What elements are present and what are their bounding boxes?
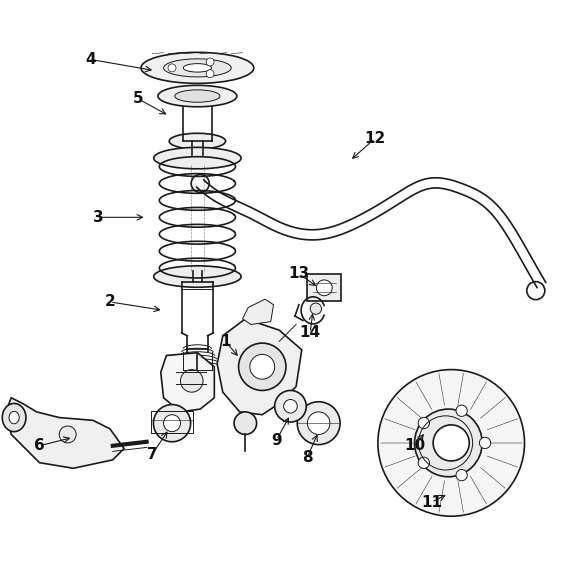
Circle shape xyxy=(456,405,468,416)
Ellipse shape xyxy=(183,64,212,72)
Text: 12: 12 xyxy=(364,131,386,146)
Circle shape xyxy=(59,426,76,443)
Text: 2: 2 xyxy=(104,295,116,310)
Circle shape xyxy=(310,303,321,314)
Circle shape xyxy=(297,402,340,445)
Circle shape xyxy=(479,437,491,449)
FancyBboxPatch shape xyxy=(307,274,341,302)
Polygon shape xyxy=(217,319,302,415)
Circle shape xyxy=(415,409,482,477)
Ellipse shape xyxy=(180,369,203,392)
Circle shape xyxy=(153,405,191,442)
Ellipse shape xyxy=(153,148,241,169)
Circle shape xyxy=(456,470,468,481)
Ellipse shape xyxy=(158,86,237,107)
Circle shape xyxy=(191,174,209,193)
Circle shape xyxy=(164,415,180,431)
Text: 5: 5 xyxy=(133,91,143,107)
Text: 14: 14 xyxy=(299,325,321,340)
Polygon shape xyxy=(161,353,214,412)
Text: 7: 7 xyxy=(147,447,157,462)
Text: 8: 8 xyxy=(302,450,312,465)
Polygon shape xyxy=(6,398,124,469)
Ellipse shape xyxy=(153,266,241,287)
Text: 10: 10 xyxy=(404,438,425,453)
Text: 9: 9 xyxy=(271,433,281,447)
Text: 13: 13 xyxy=(288,266,310,281)
Circle shape xyxy=(239,343,286,390)
Circle shape xyxy=(433,425,469,461)
Circle shape xyxy=(316,280,332,296)
Circle shape xyxy=(527,282,545,300)
Ellipse shape xyxy=(164,59,231,77)
Text: 4: 4 xyxy=(85,52,95,67)
Circle shape xyxy=(418,417,429,429)
Text: 1: 1 xyxy=(221,334,231,349)
Polygon shape xyxy=(243,299,274,324)
Circle shape xyxy=(307,412,330,434)
Circle shape xyxy=(378,369,525,516)
Ellipse shape xyxy=(141,52,254,83)
Ellipse shape xyxy=(2,404,26,431)
Ellipse shape xyxy=(175,90,220,102)
Circle shape xyxy=(250,355,275,379)
Circle shape xyxy=(418,457,429,469)
Ellipse shape xyxy=(169,133,226,149)
Circle shape xyxy=(206,58,214,66)
Circle shape xyxy=(206,70,214,78)
Circle shape xyxy=(168,64,176,72)
Circle shape xyxy=(275,390,306,422)
Circle shape xyxy=(284,400,297,413)
Text: 6: 6 xyxy=(34,438,45,453)
Text: 3: 3 xyxy=(94,210,104,225)
Circle shape xyxy=(234,412,257,434)
Ellipse shape xyxy=(9,412,19,424)
Text: 11: 11 xyxy=(421,495,442,510)
